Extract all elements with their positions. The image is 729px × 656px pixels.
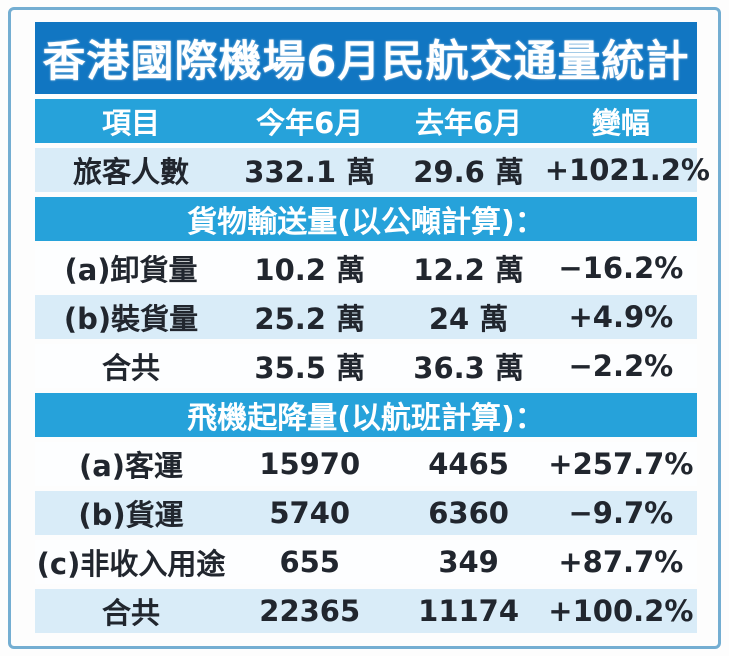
cell-item: (b)裝貨量 — [63, 302, 199, 336]
cell-item: (a)卸貨量 — [64, 253, 198, 287]
table-row: (b)貨運 5740 6360 −9.7% — [35, 491, 697, 535]
cell-last-june: 36.3 萬 — [413, 351, 524, 385]
cell-this-june: 10.2 萬 — [254, 253, 366, 287]
column-header-this-june: 今年6月 — [256, 106, 364, 140]
cell-change: −9.7% — [568, 496, 674, 530]
cell-last-june: 6360 — [428, 496, 509, 530]
column-header-change: 變幅 — [591, 106, 650, 140]
cell-item: 合共 — [101, 596, 160, 630]
cell-change: +4.9% — [568, 300, 674, 334]
cell-item: (c)非收入用途 — [36, 547, 226, 581]
table-row: 合共 35.5 萬 36.3 萬 −2.2% — [35, 344, 697, 388]
cell-last-june: 11174 — [418, 594, 520, 628]
cell-this-june: 22365 — [259, 594, 361, 628]
cell-last-june: 24 萬 — [428, 302, 509, 336]
table-title: 香港國際機場6月民航交通量統計 — [35, 22, 697, 94]
cell-item: 合共 — [101, 351, 160, 385]
cell-this-june: 35.5 萬 — [254, 351, 366, 385]
cell-change: +1021.2% — [544, 153, 710, 187]
cell-this-june: 25.2 萬 — [254, 302, 366, 336]
table-row: (b)裝貨量 25.2 萬 24 萬 +4.9% — [35, 295, 697, 339]
cell-change: −16.2% — [558, 251, 684, 285]
cell-this-june: 15970 — [259, 447, 361, 481]
cell-change: −2.2% — [568, 349, 674, 383]
cell-item: 旅客人數 — [72, 155, 189, 189]
table-body: 旅客人數 332.1 萬 29.6 萬 +1021.2% 貨物輸送量(以公噸計算)： (a… — [35, 148, 710, 633]
section-header-row: 貨物輸送量(以公噸計算)： — [35, 197, 697, 241]
cell-change: +100.2% — [548, 594, 694, 628]
cell-this-june: 332.1 萬 — [244, 155, 376, 189]
cell-last-june: 4465 — [428, 447, 509, 481]
cell-change: +87.7% — [558, 545, 684, 579]
cell-this-june: 5740 — [269, 496, 351, 530]
airport-stats-table: 香港國際機場6月民航交通量統計 項目 今年6月 去年6月 變幅 旅客人數 332.… — [35, 22, 710, 633]
column-header-item: 項目 — [101, 106, 160, 140]
cell-last-june: 349 — [438, 545, 499, 579]
cell-this-june: 655 — [279, 545, 340, 579]
table-header-row: 項目 今年6月 去年6月 變幅 — [35, 99, 697, 143]
column-header-last-june: 去年6月 — [415, 106, 523, 140]
section-header-row: 飛機起降量(以航班計算)： — [35, 393, 697, 437]
table-row: (c)非收入用途 655 349 +87.7% — [35, 540, 697, 584]
cell-change: +257.7% — [548, 447, 694, 481]
table-row: 合共 22365 11174 +100.2% — [35, 589, 697, 633]
table-row: (a)卸貨量 10.2 萬 12.2 萬 −16.2% — [35, 246, 697, 290]
table-row: 旅客人數 332.1 萬 29.6 萬 +1021.2% — [35, 148, 710, 192]
cell-last-june: 12.2 萬 — [413, 253, 524, 287]
cell-item: (a)客運 — [78, 449, 184, 483]
table-row: (a)客運 15970 4465 +257.7% — [35, 442, 697, 486]
cell-last-june: 29.6 萬 — [413, 155, 524, 189]
cell-item: (b)貨運 — [78, 498, 184, 532]
